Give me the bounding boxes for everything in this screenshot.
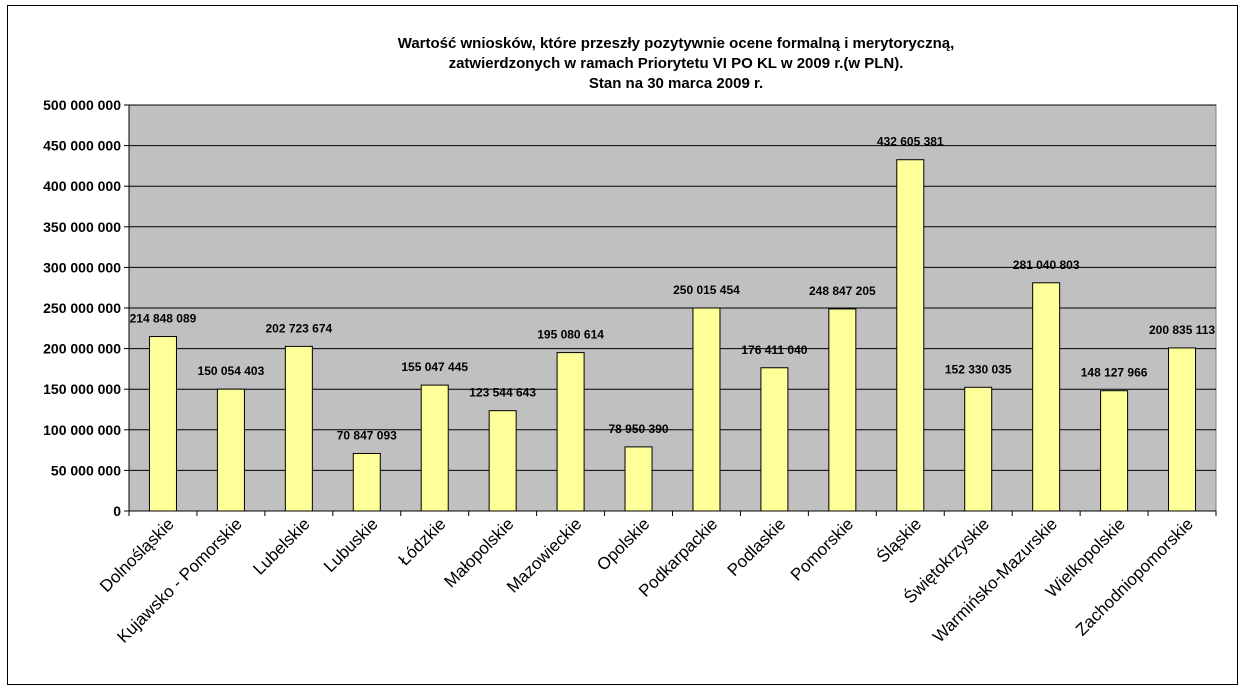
data-label: 176 411 040 <box>741 343 807 357</box>
x-tick-label: Lubuskie <box>320 514 382 576</box>
bar <box>828 308 857 512</box>
x-tick-label: Zachodniopomorskie <box>1072 514 1197 639</box>
x-tick-label: Kujawsko - Pomorskie <box>113 514 245 646</box>
chart-frame: Wartość wniosków, które przeszły pozytyw… <box>7 5 1238 685</box>
x-tick-label: Podlaskie <box>724 514 790 580</box>
y-tick-label: 50 000 000 <box>51 462 121 478</box>
chart-title-line-3: Stan na 30 marca 2009 r. <box>589 75 763 92</box>
y-tick-label: 150 000 000 <box>43 381 121 397</box>
data-label: 152 330 035 <box>945 362 1012 376</box>
y-tick-label: 0 <box>113 503 121 519</box>
y-tick-label: 450 000 000 <box>43 138 121 154</box>
y-tick-label: 400 000 000 <box>43 178 121 194</box>
data-labels: 214 848 089 150 054 403 202 723 674 70 847 … <box>130 135 1216 443</box>
data-label: 78 950 390 <box>609 422 669 436</box>
y-axis: 0 50 000 000 100 000 000 150 000 000 200 000… <box>43 97 130 519</box>
y-tick-label: 100 000 000 <box>43 422 121 438</box>
y-tick-label: 200 000 000 <box>43 341 121 357</box>
data-label: 214 848 089 <box>130 312 197 326</box>
bar <box>760 367 789 512</box>
bar <box>488 410 517 512</box>
data-label: 123 544 643 <box>469 386 536 400</box>
x-tick-label: Opolskie <box>593 514 653 574</box>
x-tick-label: Warmińsko-Mazurskie <box>929 514 1061 646</box>
data-label: 202 723 674 <box>265 321 332 335</box>
bar <box>964 386 993 512</box>
x-tick-label: Pomorskie <box>787 514 857 584</box>
x-tick-label: Łódzkie <box>395 514 450 569</box>
chart-title-line-2: zatwierdzonych w ramach Priorytetu VI PO… <box>449 55 904 72</box>
bar <box>692 307 721 512</box>
data-label: 281 040 803 <box>1013 258 1080 272</box>
bar-chart: Wartość wniosków, które przeszły pozytyw… <box>43 35 1217 647</box>
y-tick-label: 300 000 000 <box>43 259 121 275</box>
data-label: 250 015 454 <box>673 283 740 297</box>
bar <box>216 388 245 512</box>
data-label: 155 047 445 <box>401 360 468 374</box>
bar <box>556 352 585 512</box>
data-label: 248 847 205 <box>809 284 876 298</box>
data-label: 148 127 966 <box>1081 366 1148 380</box>
bar <box>896 159 925 512</box>
x-tick-label: Śląskie <box>873 514 925 566</box>
y-tick-label: 500 000 000 <box>43 97 121 113</box>
chart-title-line-1: Wartość wniosków, które przeszły pozytyw… <box>398 35 955 52</box>
bar <box>148 336 177 512</box>
x-tick-label: Lubelskie <box>249 514 313 578</box>
data-label: 70 847 093 <box>337 428 397 442</box>
bar <box>420 384 449 512</box>
bar <box>1032 282 1061 512</box>
bar <box>624 446 653 512</box>
chart-title: Wartość wniosków, które przeszły pozytyw… <box>398 35 955 92</box>
y-tick-label: 250 000 000 <box>43 300 121 316</box>
y-tick-label: 350 000 000 <box>43 219 121 235</box>
data-label: 200 835 113 <box>1149 323 1215 337</box>
bar <box>1168 347 1197 512</box>
bar <box>352 452 381 512</box>
data-label: 432 605 381 <box>877 135 944 149</box>
bar <box>1100 390 1129 512</box>
data-label: 195 080 614 <box>537 328 604 342</box>
bar <box>284 345 313 512</box>
data-label: 150 054 403 <box>198 364 265 378</box>
